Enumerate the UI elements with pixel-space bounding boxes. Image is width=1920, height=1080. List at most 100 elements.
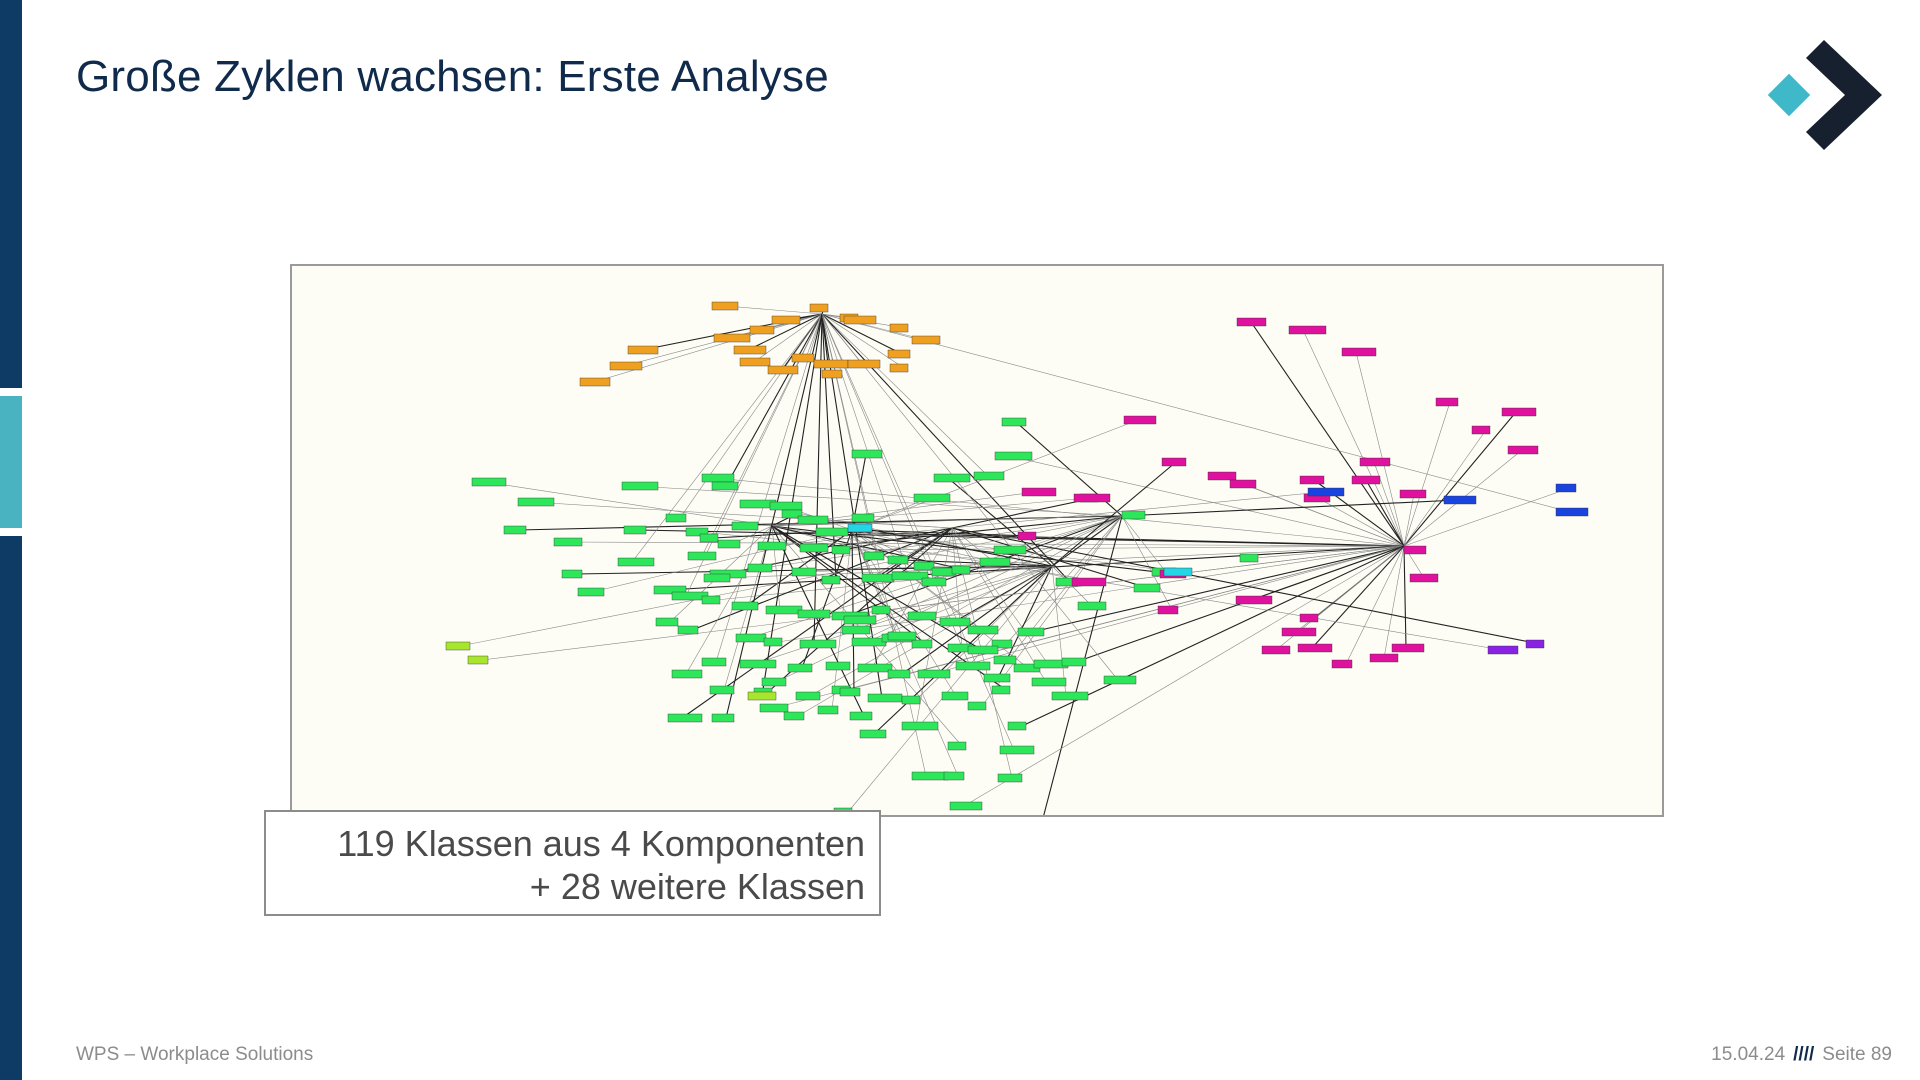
graph-node [921, 577, 947, 587]
graph-node [859, 729, 887, 739]
graph-node [1443, 495, 1477, 505]
graph-node [1403, 545, 1427, 555]
accent-bar-bottom [0, 536, 22, 1080]
graph-node [889, 323, 909, 333]
graph-node [851, 449, 883, 459]
graph-node [901, 721, 939, 731]
graph-node [825, 661, 851, 671]
graph-node [979, 557, 1011, 567]
wps-logo-icon [1767, 40, 1882, 150]
graph-edge [747, 313, 823, 351]
graph-node [1297, 643, 1333, 653]
graph-edge [951, 527, 1049, 665]
footer-date: 15.04.24 [1711, 1044, 1786, 1065]
graph-node [815, 527, 849, 537]
graph-node [839, 687, 861, 697]
graph-edge [725, 305, 823, 315]
graph-node [994, 451, 1033, 461]
graph-node [739, 357, 771, 367]
graph-node [997, 773, 1023, 783]
graph-edge [1253, 545, 1405, 559]
graph-node [699, 533, 719, 543]
accent-bar-middle [0, 396, 22, 528]
graph-node [1299, 613, 1319, 623]
graph-node [1103, 675, 1137, 685]
graph-node [655, 617, 679, 627]
graph-node [983, 673, 1011, 683]
graph-edge [821, 313, 971, 667]
graph-edge [821, 313, 1119, 681]
graph-node [851, 513, 875, 523]
graph-edge [1403, 429, 1487, 547]
graph-node [1133, 583, 1161, 593]
graph-node [999, 745, 1035, 755]
graph-edge [1243, 483, 1405, 547]
graph-node [851, 637, 887, 647]
graph-node [713, 333, 751, 343]
graph-node [831, 545, 851, 555]
graph-node [861, 573, 895, 583]
graph-node [1369, 653, 1399, 663]
graph-node [847, 523, 873, 533]
graph-node [609, 361, 643, 371]
graph-edge [813, 313, 823, 645]
graph-node [653, 585, 687, 595]
graph-node [911, 335, 941, 345]
graph-node [843, 315, 877, 325]
graph-edge [805, 545, 1405, 573]
graph-edge [485, 481, 773, 527]
graph-node [889, 363, 909, 373]
graph-node [617, 557, 655, 567]
graph-node [739, 659, 777, 669]
graph-edge [865, 565, 1053, 643]
footer-separator: //// [1793, 1044, 1815, 1065]
graph-edge [593, 313, 823, 383]
graph-edge [567, 541, 1405, 547]
graph-node [967, 701, 987, 711]
graph-node [1391, 643, 1425, 653]
graph-node [687, 551, 717, 561]
graph-edge [1403, 545, 1407, 649]
footer-page-number: Seite 89 [1822, 1044, 1892, 1065]
graph-edge [963, 545, 1405, 807]
graph-node [1007, 721, 1027, 731]
graph-edge [847, 565, 1053, 813]
graph-node [901, 695, 921, 705]
graph-node [1359, 457, 1391, 467]
graph-edge [1121, 499, 1459, 517]
graph-node [1501, 407, 1537, 417]
graph-node [857, 663, 893, 673]
graph-node [791, 353, 815, 363]
graph-node [717, 539, 741, 549]
graph-node [941, 691, 969, 701]
graph-node [813, 359, 849, 369]
graph-node [1051, 691, 1089, 701]
graph-edge [725, 313, 823, 487]
graph-node [1281, 627, 1317, 637]
graph-edge [631, 313, 823, 563]
graph-node [1261, 645, 1291, 655]
graph-node [1351, 475, 1381, 485]
graph-node [747, 563, 773, 573]
graph-edge [591, 529, 853, 593]
graph-node [1236, 317, 1267, 327]
graph-node [711, 481, 739, 491]
graph-node [967, 645, 999, 655]
graph-edge [761, 515, 1123, 569]
graph-edge [1031, 545, 1405, 633]
graph-node [467, 655, 489, 665]
graph-edge [821, 313, 1571, 513]
graph-edge [771, 514, 1137, 527]
graph-edge [951, 497, 1095, 529]
graph-node [947, 741, 967, 751]
graph-node [791, 567, 817, 577]
graph-node [797, 609, 831, 619]
footer-meta: 15.04.24 //// Seite 89 [1711, 1044, 1892, 1066]
graph-node [711, 301, 739, 311]
footer-company: WPS – Workplace Solutions [76, 1044, 314, 1065]
graph-edge [773, 545, 1405, 709]
graph-node [1507, 445, 1539, 455]
graph-node [623, 525, 647, 535]
graph-node [1288, 325, 1327, 335]
graph-edge [951, 527, 1047, 683]
